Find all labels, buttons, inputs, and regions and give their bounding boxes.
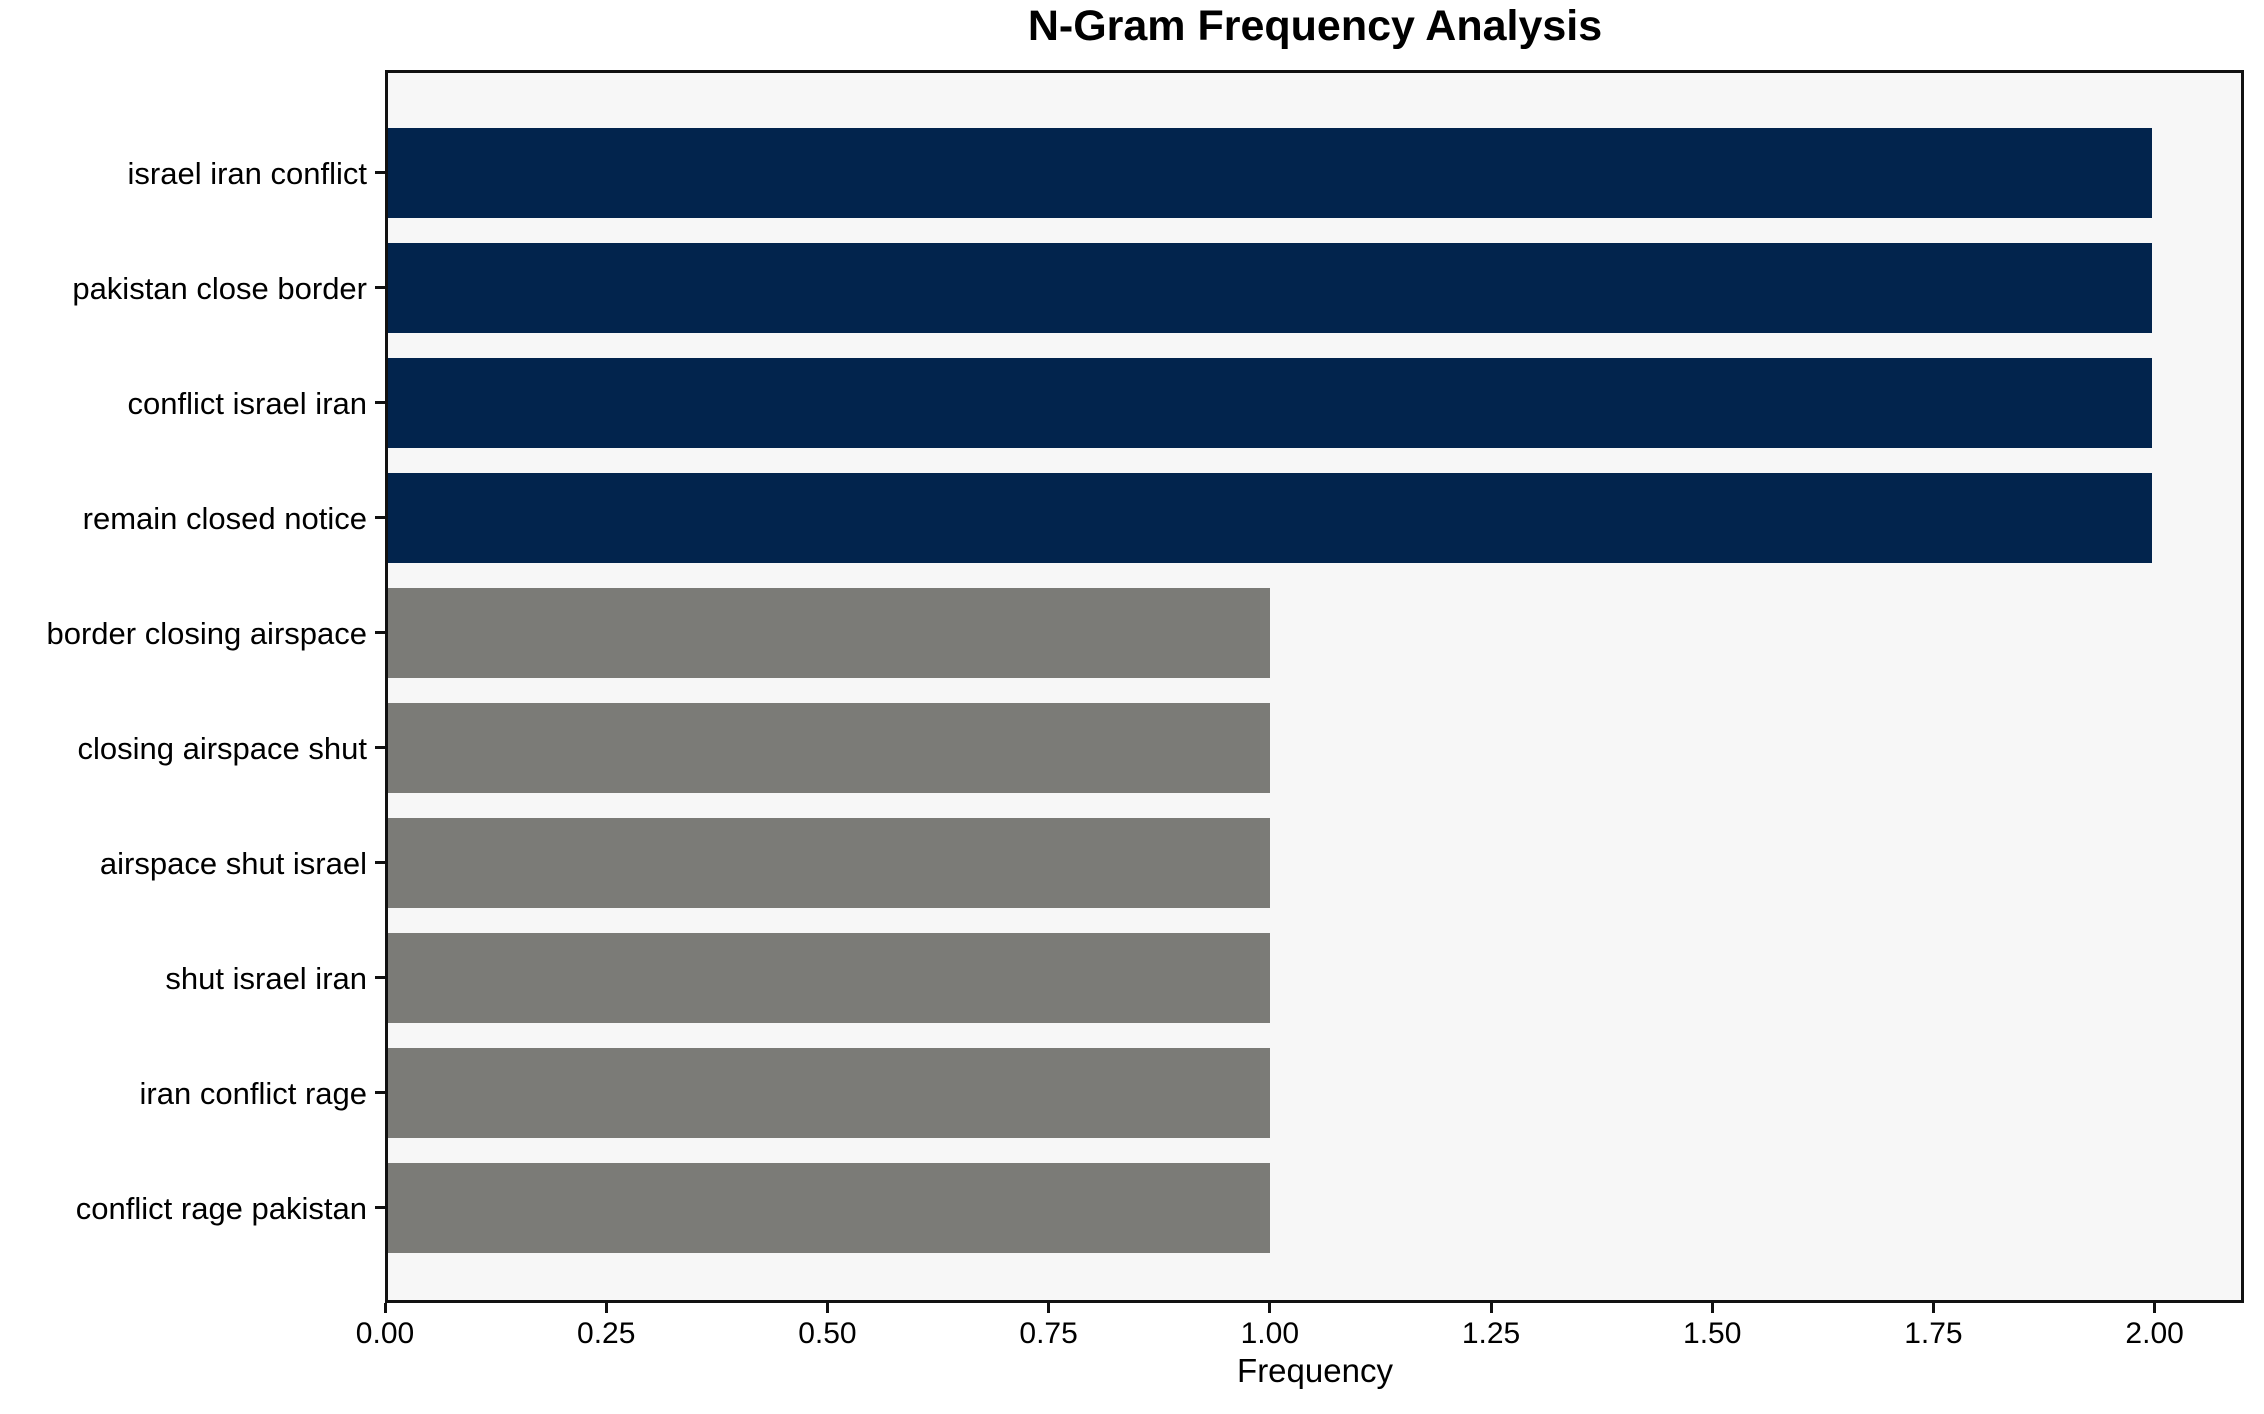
bar bbox=[388, 1047, 1270, 1138]
y-tick-label: iran conflict rage bbox=[139, 1075, 367, 1111]
bar bbox=[388, 1162, 1270, 1253]
y-tick-mark bbox=[375, 1091, 385, 1094]
y-tick-mark bbox=[375, 286, 385, 289]
x-tick-label: 0.75 bbox=[1019, 1317, 1078, 1350]
chart-title: N-Gram Frequency Analysis bbox=[1027, 2, 1603, 50]
y-tick-label: closing airspace shut bbox=[77, 730, 368, 766]
y-tick-mark bbox=[375, 746, 385, 749]
bar bbox=[388, 127, 2152, 218]
x-tick-label: 1.75 bbox=[1904, 1317, 1963, 1350]
y-tick-label: shut israel iran bbox=[165, 960, 367, 996]
x-tick-label: 2.00 bbox=[2125, 1317, 2184, 1350]
bar bbox=[388, 817, 1270, 908]
y-tick-mark bbox=[375, 976, 385, 979]
plot-area bbox=[385, 70, 2244, 1303]
bar bbox=[388, 472, 2152, 563]
x-tick-mark bbox=[825, 1303, 829, 1313]
x-tick-mark bbox=[2153, 1303, 2157, 1313]
x-tick-mark bbox=[1268, 1303, 1272, 1313]
bar bbox=[388, 932, 1270, 1023]
x-axis-title: Frequency bbox=[1237, 1352, 1393, 1389]
bar bbox=[388, 242, 2152, 333]
y-tick-label: pakistan close border bbox=[72, 270, 367, 306]
x-tick-mark bbox=[383, 1303, 387, 1313]
y-tick-mark bbox=[375, 631, 385, 634]
x-tick-mark bbox=[604, 1303, 608, 1313]
x-tick-label: 0.00 bbox=[355, 1317, 415, 1350]
y-tick-label: israel iran conflict bbox=[127, 155, 367, 191]
y-tick-mark bbox=[375, 1206, 385, 1209]
x-tick-label: 1.50 bbox=[1683, 1317, 1742, 1350]
y-tick-label: airspace shut israel bbox=[99, 845, 367, 881]
x-tick-label: 0.50 bbox=[798, 1317, 857, 1350]
x-tick-label: 1.00 bbox=[1240, 1317, 1300, 1350]
y-tick-mark bbox=[375, 401, 385, 404]
bar bbox=[388, 357, 2152, 448]
x-tick-label: 1.25 bbox=[1461, 1317, 1521, 1350]
y-tick-label: border closing airspace bbox=[46, 615, 367, 651]
y-tick-mark bbox=[375, 171, 385, 174]
bar bbox=[388, 587, 1270, 678]
y-tick-label: conflict rage pakistan bbox=[75, 1190, 367, 1226]
y-tick-mark bbox=[375, 861, 385, 864]
x-tick-mark bbox=[1489, 1303, 1493, 1313]
x-tick-label: 0.25 bbox=[577, 1317, 636, 1350]
y-tick-label: conflict israel iran bbox=[127, 385, 367, 421]
bar bbox=[388, 702, 1270, 793]
y-tick-mark bbox=[375, 516, 385, 519]
y-tick-label: remain closed notice bbox=[82, 500, 367, 536]
x-tick-mark bbox=[1710, 1303, 1714, 1313]
x-tick-mark bbox=[1931, 1303, 1935, 1313]
x-tick-mark bbox=[1047, 1303, 1051, 1313]
